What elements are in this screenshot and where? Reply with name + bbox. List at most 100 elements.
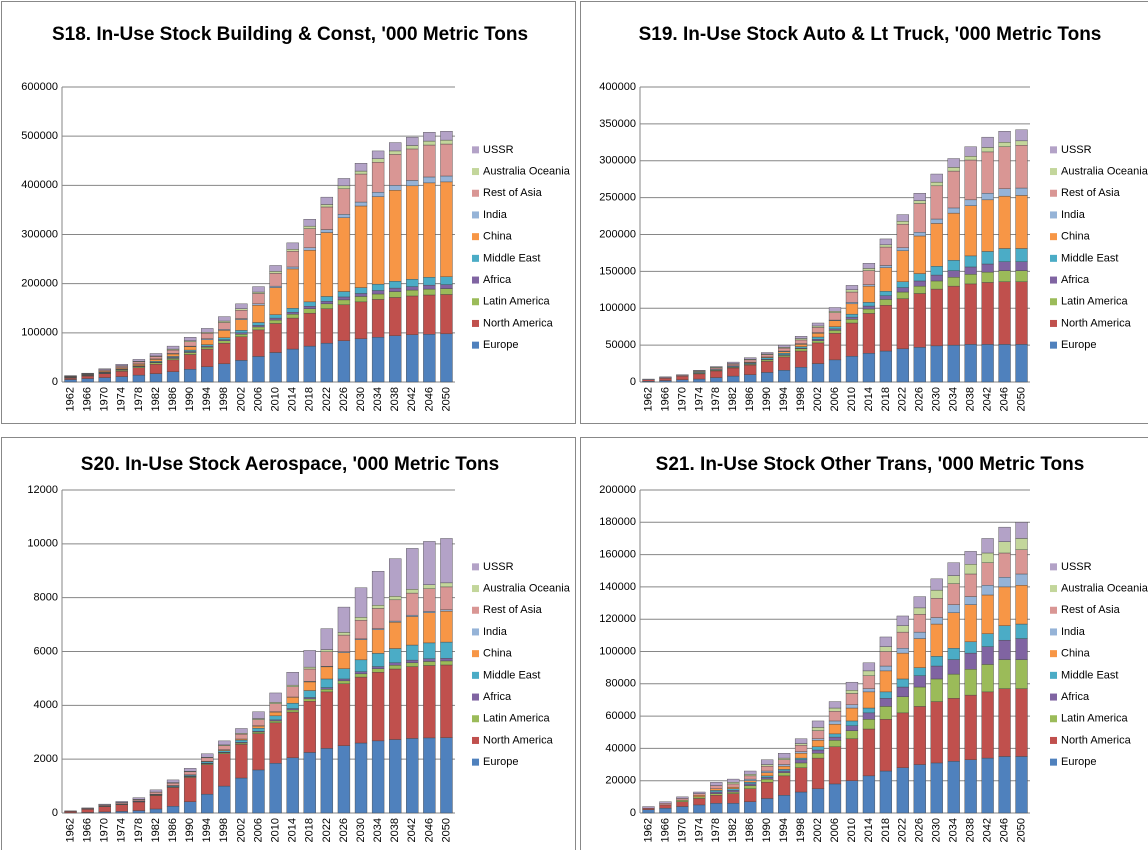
bar-segment (371, 283, 385, 291)
bar-segment (320, 206, 334, 230)
bar-segment (862, 284, 876, 287)
bar-segment (710, 785, 723, 789)
bar-segment (286, 251, 299, 268)
bar-segment (423, 541, 436, 585)
bar-segment (1015, 270, 1028, 282)
bar-segment (218, 337, 231, 340)
bar-segment (371, 629, 385, 654)
bar-segment (218, 753, 231, 787)
bar-segment (354, 587, 368, 618)
bar-segment (930, 762, 943, 814)
bar-segment (676, 798, 689, 801)
bar-segment (676, 374, 689, 376)
bar-segment (811, 340, 825, 344)
bar-segment (998, 146, 1011, 189)
y-tick-label: 2000 (34, 753, 58, 765)
legend-label: Latin America (1061, 296, 1129, 308)
bar-segment (930, 656, 943, 667)
bar-segment (981, 151, 994, 194)
bar-segment (406, 286, 419, 291)
bar-segment (845, 303, 859, 315)
bar-segment (862, 313, 876, 354)
bar-segment (132, 810, 146, 814)
bar-segment (794, 350, 808, 368)
x-tick-label: 1986 (167, 387, 179, 411)
bar-segment (896, 250, 909, 282)
bar-segment (303, 650, 316, 668)
legend-swatch (472, 650, 479, 658)
bar-segment (183, 341, 197, 347)
bar-segment (828, 723, 842, 735)
chart-title: S18. In-Use Stock Building & Const, '000… (52, 24, 528, 45)
bar-segment (371, 162, 385, 193)
bar-segment (811, 753, 825, 759)
bar-segment (981, 136, 994, 148)
x-tick-label: 1986 (167, 818, 179, 842)
bar-segment (81, 378, 94, 383)
bar-segment (183, 352, 197, 355)
chart-title: S19. In-Use Stock Auto & Lt Truck, '000 … (639, 24, 1102, 45)
bar-segment (201, 344, 214, 347)
bar-segment (337, 296, 351, 301)
bar-segment (303, 225, 316, 229)
bar-segment (913, 293, 926, 348)
bar-segment (998, 659, 1011, 689)
x-tick-label: 2042 (406, 387, 418, 411)
bar-segment (201, 793, 214, 814)
bar-segment (286, 757, 299, 814)
bar-segment (371, 740, 385, 814)
bar-segment (201, 346, 214, 350)
x-tick-label: 2030 (355, 818, 367, 842)
bar-segment (845, 302, 859, 305)
bar-segment (286, 317, 299, 350)
x-tick-label: 1978 (133, 387, 145, 411)
bar-segment (998, 625, 1011, 641)
bar-segment (862, 285, 876, 303)
bar-segment (320, 691, 334, 749)
bar-segment (811, 325, 825, 328)
bar-segment (913, 200, 926, 204)
legend-swatch (1050, 758, 1057, 766)
bar-segment (423, 284, 436, 290)
bar-segment (286, 702, 299, 709)
y-tick-label: 150000 (599, 265, 636, 277)
bar-segment (862, 728, 876, 777)
legend-label: Latin America (1061, 713, 1129, 725)
bar-segment (1015, 145, 1028, 189)
bar-segment (947, 207, 960, 214)
bar-segment (286, 686, 299, 698)
bar-segment (354, 659, 368, 672)
legend-swatch (472, 585, 479, 593)
bar-segment (913, 285, 926, 294)
bar-segment (98, 373, 111, 378)
bar-segment (913, 235, 926, 274)
bar-segment (659, 804, 672, 809)
bar-segment (845, 289, 859, 293)
bar-segment (777, 355, 791, 358)
bar-segment (440, 658, 453, 662)
bar-segment (1015, 638, 1028, 660)
bar-segment (389, 558, 402, 597)
bar-segment (149, 362, 163, 365)
bar-segment (710, 782, 723, 786)
bar-segment (947, 260, 960, 271)
bar-segment (998, 131, 1011, 143)
legend-swatch (1050, 715, 1057, 723)
bar-segment (794, 339, 808, 344)
bar-segment (710, 793, 723, 796)
bar-segment (303, 250, 316, 303)
x-tick-label: 1994 (201, 387, 213, 411)
legend-label: Europe (1061, 756, 1096, 768)
legend-label: India (483, 209, 508, 221)
x-tick-label: 2018 (304, 387, 316, 411)
bar-segment (727, 786, 740, 789)
legend-label: Rest of Asia (483, 604, 543, 616)
bar-segment (862, 270, 876, 285)
bar-segment (794, 753, 808, 759)
bar-segment (794, 751, 808, 754)
bar-segment (710, 791, 723, 794)
bar-segment (998, 526, 1011, 542)
y-tick-label: 400000 (21, 179, 58, 191)
bar-segment (201, 366, 214, 383)
bar-segment (354, 301, 368, 339)
